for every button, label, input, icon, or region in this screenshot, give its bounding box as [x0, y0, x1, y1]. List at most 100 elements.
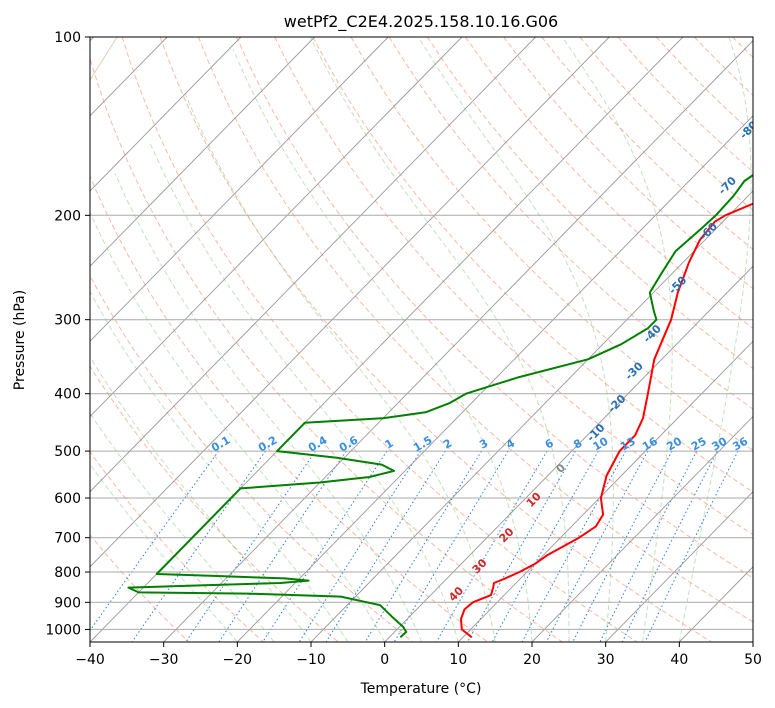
isotherm-line — [90, 37, 610, 568]
moist-adiabat — [309, 37, 570, 642]
isotherm-line — [90, 37, 315, 267]
chart-title: wetPf2_C2E4.2025.158.10.16.G06 — [284, 12, 558, 32]
moist-adiabat — [114, 173, 422, 642]
dry-adiabat-label: -90 — [760, 65, 775, 88]
mixing-ratio-line — [572, 450, 673, 642]
x-axis: −40 −30 −20 −10 0 10 20 30 40 50 — [75, 642, 762, 668]
isotherm-line — [90, 37, 389, 342]
isotherm-line — [310, 190, 753, 642]
x-axis-label: Temperature (°C) — [360, 681, 482, 697]
series-line-1 — [460, 202, 753, 639]
moist-adiabat — [90, 290, 349, 642]
mixing-ratio-label: 2 — [441, 437, 454, 452]
mixing-ratio-line — [185, 450, 316, 642]
dry-adiabat — [312, 37, 753, 493]
moist-adiabat — [90, 210, 386, 642]
dry-adiabat — [236, 37, 753, 579]
isotherm-line — [90, 37, 463, 418]
dry-adiabat-label: -100 — [748, 23, 775, 52]
plot-frame — [89, 36, 754, 643]
x-tick-label: 30 — [597, 652, 615, 668]
moist-adiabat — [561, 37, 673, 642]
dry-adiabat-label: -80 — [737, 118, 760, 141]
dry-adiabat-label: 10 — [524, 490, 544, 510]
dry-adiabat — [121, 37, 638, 642]
mixing-ratio-line — [467, 450, 577, 642]
dry-adiabat — [90, 56, 563, 642]
y-tick-label: 800 — [54, 565, 81, 581]
dry-adiabat — [90, 175, 488, 642]
y-tick-label: 100 — [54, 30, 81, 46]
mixing-ratio-label: 4 — [504, 436, 517, 451]
y-tick-label: 400 — [54, 387, 81, 403]
x-tick-label: −40 — [75, 652, 105, 668]
isotherm-line — [384, 265, 753, 642]
dry-adiabat — [274, 37, 753, 536]
mixing-ratio-line — [90, 450, 220, 632]
y-axis-label: Pressure (hPa) — [12, 290, 28, 390]
dry-adiabat-label: -50 — [666, 273, 689, 296]
y-tick-label: 300 — [54, 313, 81, 329]
dry-adiabat — [350, 37, 753, 451]
moist-adiabat — [185, 94, 496, 642]
mixing-ratio-line — [435, 450, 548, 642]
isotherm-line — [163, 40, 753, 642]
mixing-ratio-line — [545, 450, 649, 642]
isopleth-labels: -100-90-80-70-60-50-40-30-20-10010203040… — [209, 23, 775, 604]
x-tick-label: −30 — [149, 652, 179, 668]
y-tick-label: 200 — [54, 208, 81, 224]
y-tick-label: 500 — [54, 444, 81, 460]
dry-adiabat — [694, 37, 753, 96]
x-tick-label: 20 — [523, 652, 541, 668]
isotherm-line — [678, 566, 753, 642]
series-layer — [127, 173, 753, 639]
isotherm-line — [90, 37, 536, 493]
mixing-ratio-line — [364, 450, 483, 642]
mixing-ratio-line — [218, 450, 347, 642]
moist-adiabat — [418, 37, 614, 642]
moist-adiabat — [90, 412, 275, 642]
dry-adiabat-label: 40 — [446, 584, 466, 604]
y-tick-label: 600 — [54, 491, 81, 507]
mixing-ratio-line — [599, 450, 698, 642]
dry-adiabat — [732, 37, 753, 58]
x-tick-label: 50 — [744, 652, 762, 668]
isotherm-line — [457, 340, 753, 642]
dry-adiabat-label: -20 — [605, 392, 628, 415]
isotherm-line — [90, 37, 242, 192]
dry-adiabat — [655, 37, 753, 135]
moist-adiabat — [678, 37, 752, 642]
mixing-ratio-label: 6 — [543, 436, 556, 451]
dry-adiabat — [503, 37, 753, 290]
plot-area: -100-90-80-70-60-50-40-30-20-10010203040… — [90, 23, 775, 642]
mixing-ratio-label: 3 — [477, 437, 490, 452]
y-tick-label: 1000 — [45, 622, 81, 638]
dry-adiabat — [426, 37, 753, 370]
y-axis: 100 200 300 400 500 600 700 800 900 1000 — [45, 30, 90, 638]
y-tick-label: 700 — [54, 531, 81, 547]
moist-adiabat — [90, 463, 238, 642]
dry-adiabat-label: 0 — [554, 461, 569, 476]
moist-adiabat — [148, 141, 459, 642]
grid-lines — [90, 37, 753, 642]
mixing-ratio-line — [521, 450, 627, 642]
isotherm-line — [531, 415, 753, 642]
x-tick-label: −10 — [296, 652, 326, 668]
dry-adiabat — [90, 274, 414, 642]
y-tick-label: 900 — [54, 595, 81, 611]
dry-adiabat-label: 30 — [470, 556, 490, 576]
dry-adiabat — [90, 451, 264, 642]
dry-adiabat — [197, 37, 753, 623]
mixing-ratio-line — [325, 450, 446, 642]
series-line-2 — [127, 173, 753, 639]
moist-adiabat — [232, 49, 533, 642]
mixing-ratio-line — [621, 450, 718, 642]
dry-adiabat-label: 20 — [497, 525, 517, 545]
mixing-ratio-line — [644, 450, 739, 642]
mixing-ratio-line — [393, 450, 509, 642]
isotherm-line — [605, 491, 753, 642]
isotherm-line — [752, 641, 753, 642]
x-tick-label: 10 — [449, 652, 467, 668]
mixing-ratio-line — [131, 450, 266, 642]
